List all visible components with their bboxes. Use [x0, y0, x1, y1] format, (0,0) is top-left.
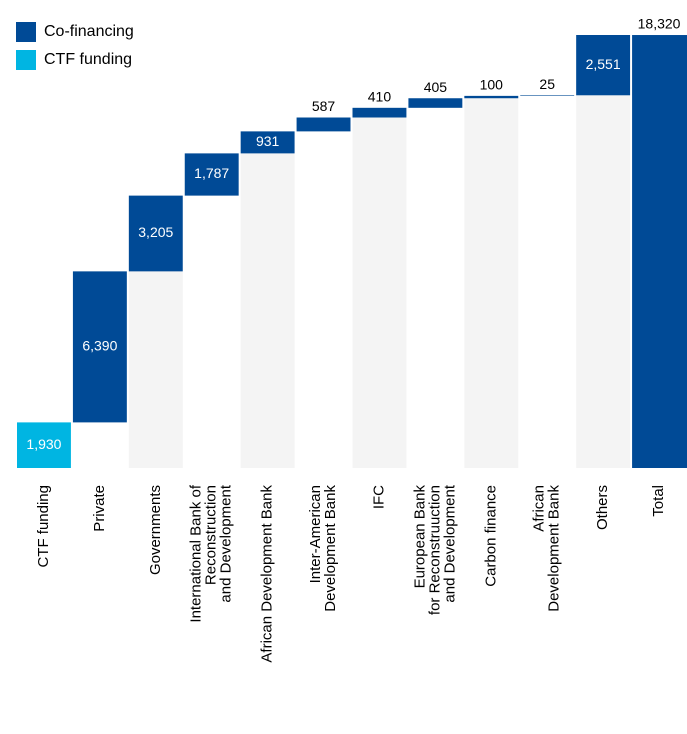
x-tick-label: International Bank ofReconstructionand D… — [188, 484, 235, 622]
x-tick-label: Governments — [147, 485, 164, 575]
x-tick-label-line: Others — [594, 485, 611, 530]
x-tick-label: AfricanDevelopment Bank — [531, 485, 563, 612]
x-tick-label-line: African Development Bank — [259, 485, 276, 663]
x-tick-label-line: African — [531, 485, 548, 532]
x-tick-label: Inter-AmericanDevelopment Bank — [307, 485, 339, 612]
bar — [296, 117, 351, 132]
value-label: 2,551 — [586, 56, 621, 72]
value-label: 6,390 — [82, 338, 117, 354]
x-tick-label-line: European Bank — [411, 485, 428, 589]
x-tick-label: CTF funding — [35, 485, 52, 568]
x-tick-label-line: for Reconstruuction — [426, 485, 443, 615]
x-tick-label-line: CTF funding — [35, 485, 52, 568]
x-tick-label-line: IFC — [370, 485, 387, 509]
x-tick-label-line: Private — [91, 485, 108, 532]
x-tick-label-line: Reconstruction — [203, 485, 220, 585]
x-tick-label-line: Governments — [147, 485, 164, 575]
value-label: 3,205 — [138, 224, 173, 240]
bar — [17, 422, 71, 468]
column-background — [352, 117, 407, 468]
legend-label: Co-financing — [44, 23, 134, 40]
x-tick-label-line: and Development — [218, 484, 235, 602]
x-tick-label-line: International Bank of — [188, 484, 205, 622]
x-tick-label: African Development Bank — [259, 485, 276, 663]
bar — [576, 35, 631, 96]
bar — [408, 98, 463, 108]
x-tick-label-line: Carbon finance — [482, 485, 499, 587]
bar — [632, 35, 687, 469]
bar — [184, 153, 239, 196]
x-tick-label: Carbon finance — [482, 485, 499, 587]
bar — [520, 95, 575, 96]
bar — [352, 107, 407, 118]
value-label: 931 — [256, 133, 280, 149]
x-tick-label: European Bankfor Reconstruuctionand Deve… — [411, 484, 458, 615]
bar — [464, 95, 519, 99]
value-label: 100 — [480, 77, 504, 93]
column-background — [240, 153, 295, 468]
column-background — [576, 95, 631, 469]
value-label: 1,930 — [26, 436, 61, 452]
legend-swatch — [16, 50, 36, 70]
bar — [72, 271, 127, 423]
x-tick-label-line: Development Bank — [322, 485, 339, 612]
legend-swatch — [16, 22, 36, 42]
value-label: 25 — [539, 76, 555, 92]
bar — [128, 195, 183, 272]
x-tick-label: IFC — [370, 485, 387, 509]
value-label: 18,320 — [638, 16, 681, 32]
x-tick-label: Total — [650, 485, 667, 517]
legend-label: CTF funding — [44, 51, 132, 68]
column-background — [464, 98, 519, 468]
value-label: 410 — [368, 89, 392, 105]
value-label: 1,787 — [194, 165, 229, 181]
x-tick-label-line: and Development — [441, 484, 458, 602]
value-label: 587 — [312, 98, 336, 114]
x-tick-label-line: Development Bank — [546, 485, 563, 612]
x-tick-label: Private — [91, 485, 108, 532]
x-tick-label: Others — [594, 485, 611, 530]
value-label: 405 — [424, 79, 448, 95]
x-tick-label-line: Inter-American — [307, 485, 324, 583]
x-tick-label-line: Total — [650, 485, 667, 517]
column-background — [128, 271, 183, 468]
bar — [240, 131, 295, 154]
